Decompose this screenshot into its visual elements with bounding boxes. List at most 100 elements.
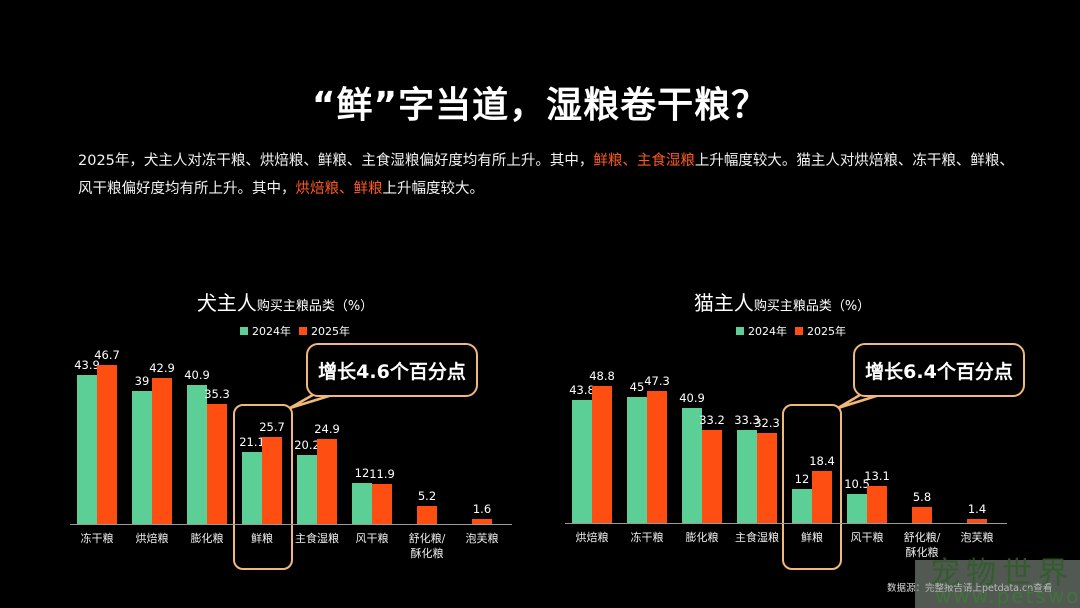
bar-value-label: 43.9 (74, 357, 100, 372)
bar-value-label: 43.8 (569, 383, 595, 398)
bar-2025 (152, 378, 172, 524)
highlight-box-fresh-food (233, 404, 293, 570)
description-paragraph: 2025年，犬主人对冻干粮、烘焙粮、鲜粮、主食湿粮偏好度均有所上升。其中，鲜粮、… (78, 147, 1018, 203)
legend-label: 2024年 (252, 325, 291, 338)
bar-value-label: 25.7 (259, 419, 285, 434)
bar-value-label: 21.1 (239, 435, 265, 450)
legend-swatch-2025年 (795, 327, 803, 335)
bar-value-label: 47.3 (644, 373, 670, 388)
bar-value-label: 46.7 (94, 348, 120, 363)
category-label: 鲜粮 (801, 531, 823, 544)
legend-label: 2025年 (807, 325, 846, 338)
chart-title-sub: 购买主粮品类（%） (256, 299, 374, 314)
bar-2025 (702, 430, 722, 523)
bar-value-label: 12 (354, 466, 370, 481)
bar-value-label: 10.5 (844, 476, 870, 491)
legend-swatch-2024年 (736, 327, 744, 335)
description-text: 2025年，犬主人对冻干粮、烘焙粮、鲜粮、主食湿粮偏好度均有所上升。其中， (78, 153, 594, 169)
watermark-logo-text: 宠物世界 (930, 556, 1074, 591)
category-label: 舒化粮/ 酥化粮 (903, 531, 941, 559)
bar-2024 (132, 391, 152, 524)
category-label: 冻干粮 (80, 532, 114, 545)
bar-2024 (352, 483, 372, 524)
bar-2025 (417, 506, 437, 524)
bar-value-label: 5.2 (417, 489, 437, 504)
bar-value-label: 39 (134, 374, 150, 389)
bar-2024 (847, 493, 867, 523)
chart-title-sub: 购买主粮品类（%） (753, 299, 871, 314)
category-label: 风干粮 (850, 531, 884, 544)
bar-value-label: 5.8 (912, 489, 932, 504)
bar-value-label: 42.9 (149, 361, 175, 376)
bar-value-label: 13.1 (864, 469, 890, 484)
bar-2025 (472, 518, 492, 524)
bar-value-label: 12 (794, 472, 810, 487)
growth-callout: 增长4.6个百分点 (306, 343, 478, 397)
category-label: 泡芙粮 (960, 531, 994, 544)
bar-value-label: 40.9 (679, 391, 705, 406)
highlighted-text: 烘焙粮、鲜粮 (295, 181, 383, 197)
category-label: 风干粮 (355, 532, 389, 545)
bar-2025 (912, 506, 932, 523)
bar-2025 (317, 439, 337, 524)
bar-2025 (867, 486, 887, 523)
bar-2024 (737, 429, 757, 523)
bar-2024 (627, 397, 647, 523)
legend-label: 2024年 (748, 325, 787, 338)
bar-value-label: 18.4 (809, 454, 835, 469)
bar-2024 (187, 384, 207, 524)
category-label: 舒化粮/ 酥化粮 (408, 532, 446, 560)
bar-2025 (757, 432, 777, 523)
bar-2024 (77, 374, 97, 524)
bar-2025 (97, 365, 117, 524)
chart-legend: 2024年 2025年 (736, 323, 850, 339)
watermark-background (915, 560, 1080, 608)
category-label: 膨化粮 (190, 532, 224, 545)
category-label: 膨化粮 (685, 531, 719, 544)
bar-value-label: 48.8 (589, 369, 615, 384)
bar-value-label: 33.2 (699, 413, 725, 428)
bar-2025 (967, 519, 987, 523)
legend-label: 2025年 (311, 325, 350, 338)
bar-2025 (372, 483, 392, 524)
chart-title-main: 犬主人 (196, 291, 257, 315)
bar-value-label: 32.3 (754, 415, 780, 430)
bar-value-label: 45 (629, 380, 645, 394)
growth-callout: 增长6.4个百分点 (853, 343, 1025, 397)
bar-value-label: 24.9 (314, 422, 340, 437)
bar-value-label: 33.3 (734, 412, 760, 427)
x-axis-line (565, 523, 1007, 524)
bar-value-label: 20.2 (294, 438, 320, 453)
bar-2024 (682, 408, 702, 523)
bar-2024 (792, 489, 812, 523)
bar-value-label: 40.9 (184, 367, 210, 382)
chart-title: 犬主人购买主粮品类（%） (185, 287, 385, 316)
bar-value-label: 1.4 (967, 502, 987, 517)
category-label: 烘焙粮 (135, 532, 169, 545)
bar-value-label: 1.6 (472, 501, 492, 516)
category-label: 泡芙粮 (465, 532, 499, 545)
legend-swatch-2025年 (299, 327, 307, 335)
bar-2024 (572, 400, 592, 523)
bar-value-label: 35.3 (204, 386, 230, 401)
chart-legend: 2024年 2025年 (240, 323, 354, 339)
bar-2024 (297, 455, 317, 524)
category-label: 主食湿粮 (295, 532, 339, 545)
bar-2025 (592, 386, 612, 523)
bar-2025 (207, 403, 227, 524)
chart-title-main: 猫主人 (693, 291, 754, 315)
bar-value-label: 11.9 (369, 466, 395, 481)
category-label: 鲜粮 (251, 532, 273, 545)
highlighted-text: 鲜粮、主食湿粮 (593, 153, 695, 169)
highlight-box-fresh-food (782, 404, 842, 570)
bar-2025 (262, 436, 282, 524)
page-title: “鲜”字当道，湿粮卷干粮？ (311, 85, 769, 126)
bar-2025 (647, 390, 667, 523)
legend-swatch-2024年 (240, 327, 248, 335)
category-label: 冻干粮 (630, 531, 664, 544)
bar-2024 (242, 452, 262, 524)
watermark-url: www.petsworld.cn (935, 584, 1080, 608)
description-text: 上升幅度较大。猫主人对烘焙粮、冻干粮、鲜粮、风干粮偏好度均有所上升。其中， (78, 153, 1014, 197)
